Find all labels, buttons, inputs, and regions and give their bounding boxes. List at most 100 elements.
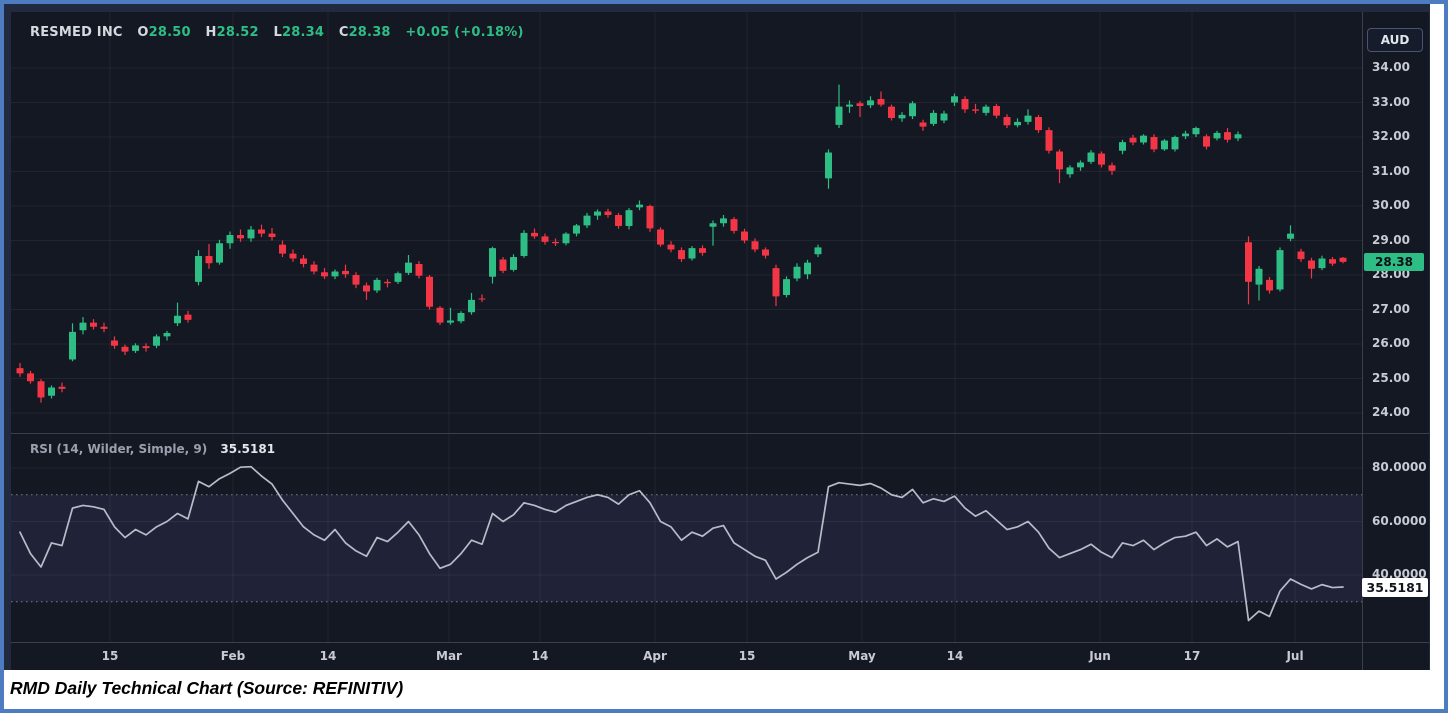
time-axis-label: May	[848, 649, 876, 663]
candle-body	[426, 276, 433, 307]
candle-body	[625, 210, 633, 227]
candle-body	[594, 211, 601, 216]
rsi-legend[interactable]: RSI (14, Wilder, Simple, 9) 35.5181	[30, 442, 275, 456]
candle-body	[1077, 162, 1084, 168]
candle-body	[1182, 133, 1189, 137]
open-label: O	[137, 25, 149, 40]
candle-body	[352, 275, 360, 285]
candle-body	[342, 270, 349, 275]
candle-body	[646, 206, 654, 229]
price-pane[interactable]	[11, 12, 1362, 433]
candle-body	[531, 232, 538, 237]
candle-body	[562, 233, 570, 244]
candle-body	[1161, 140, 1168, 150]
price-axis-label: 34.00	[1372, 60, 1410, 74]
candle-body	[1035, 116, 1042, 131]
low-value: 28.34	[281, 25, 325, 40]
rsi-axis-label: 40.0000	[1372, 567, 1427, 581]
price-axis-label: 25.00	[1372, 370, 1410, 385]
rsi-timeaxis-separator	[11, 642, 1429, 643]
candle-body	[951, 96, 958, 103]
candle-body	[205, 256, 213, 264]
currency-button[interactable]: AUD	[1367, 28, 1423, 52]
candle-body	[678, 250, 685, 260]
price-axis-label: 32.00	[1372, 129, 1410, 143]
candle-body	[730, 219, 738, 231]
rsi-axis-label: 60.0000	[1372, 513, 1427, 528]
candle-body	[741, 231, 748, 241]
candle-body	[1339, 257, 1347, 262]
candle-body	[657, 229, 664, 245]
candle-body	[489, 248, 496, 277]
candle-body	[289, 253, 297, 259]
candle-body	[384, 281, 391, 284]
candle-body	[573, 225, 580, 234]
candle-body	[1171, 137, 1179, 150]
candle-body	[121, 346, 129, 352]
candle-body	[898, 114, 906, 119]
time-axis-label: Mar	[436, 649, 462, 663]
candle-body	[153, 336, 160, 346]
candle-body	[184, 314, 192, 320]
price-axis-label: 29.00	[1372, 232, 1410, 247]
candle-body	[814, 247, 822, 255]
high-value: 28.52	[216, 25, 259, 40]
candle-body	[1213, 132, 1221, 139]
candle-body	[520, 232, 528, 257]
candle-body	[636, 204, 643, 208]
candle-body	[415, 263, 423, 276]
candle-body	[363, 285, 370, 292]
candle-body	[132, 345, 139, 351]
candle-body	[111, 340, 118, 346]
symbol-name: RESMED INC	[30, 25, 123, 40]
candle-body	[373, 279, 381, 291]
time-axis-label: Apr	[643, 649, 667, 663]
candle-body	[16, 368, 24, 374]
candle-body	[1045, 130, 1053, 151]
candle-body	[468, 299, 475, 313]
candle-body	[226, 234, 234, 244]
candle-body	[541, 236, 549, 242]
candle-body	[825, 152, 832, 179]
rsi-line	[19, 465, 1344, 622]
open-value: 28.50	[148, 25, 191, 40]
price-axis-label: 27.00	[1372, 301, 1410, 316]
candle-body	[300, 258, 307, 264]
candle-body	[835, 106, 843, 125]
candle-body	[930, 112, 937, 124]
candle-body	[919, 122, 927, 127]
price-rsi-pane-separator[interactable]	[11, 433, 1429, 434]
candle-body	[1192, 128, 1200, 135]
candle-body	[1129, 137, 1137, 143]
candle-body	[1024, 115, 1032, 122]
candle-body	[237, 234, 244, 239]
candle-body	[772, 268, 780, 297]
candle-body	[888, 106, 895, 119]
candle-body	[195, 256, 202, 282]
candle-body	[100, 326, 108, 329]
candle-body	[1255, 268, 1263, 285]
chart-panel-background	[11, 12, 1429, 670]
time-axis-label: 15	[738, 649, 756, 663]
price-axis-label: 33.00	[1372, 94, 1410, 109]
price-scale-separator	[1362, 12, 1363, 670]
candle-body	[1119, 142, 1126, 151]
candle-body	[877, 99, 885, 105]
candle-body	[142, 346, 150, 349]
last-price-tag: 28.38	[1364, 252, 1424, 271]
rsi-legend-value: 35.5181	[220, 442, 276, 456]
candle-body	[552, 241, 559, 244]
candle-body	[331, 271, 339, 277]
candle-body	[583, 215, 591, 226]
candle-body	[1140, 135, 1147, 143]
candle-body	[163, 332, 171, 337]
rsi-pane[interactable]	[11, 433, 1362, 642]
candle-body	[216, 243, 223, 263]
candle-body	[1087, 152, 1095, 162]
candle-body	[1308, 260, 1315, 269]
time-axis-label: 15	[101, 649, 119, 663]
candle-body	[478, 298, 486, 300]
symbol-legend[interactable]: RESMED INC O28.50 H28.52 L28.34 C28.38 +…	[30, 25, 524, 40]
candle-body	[499, 259, 507, 271]
